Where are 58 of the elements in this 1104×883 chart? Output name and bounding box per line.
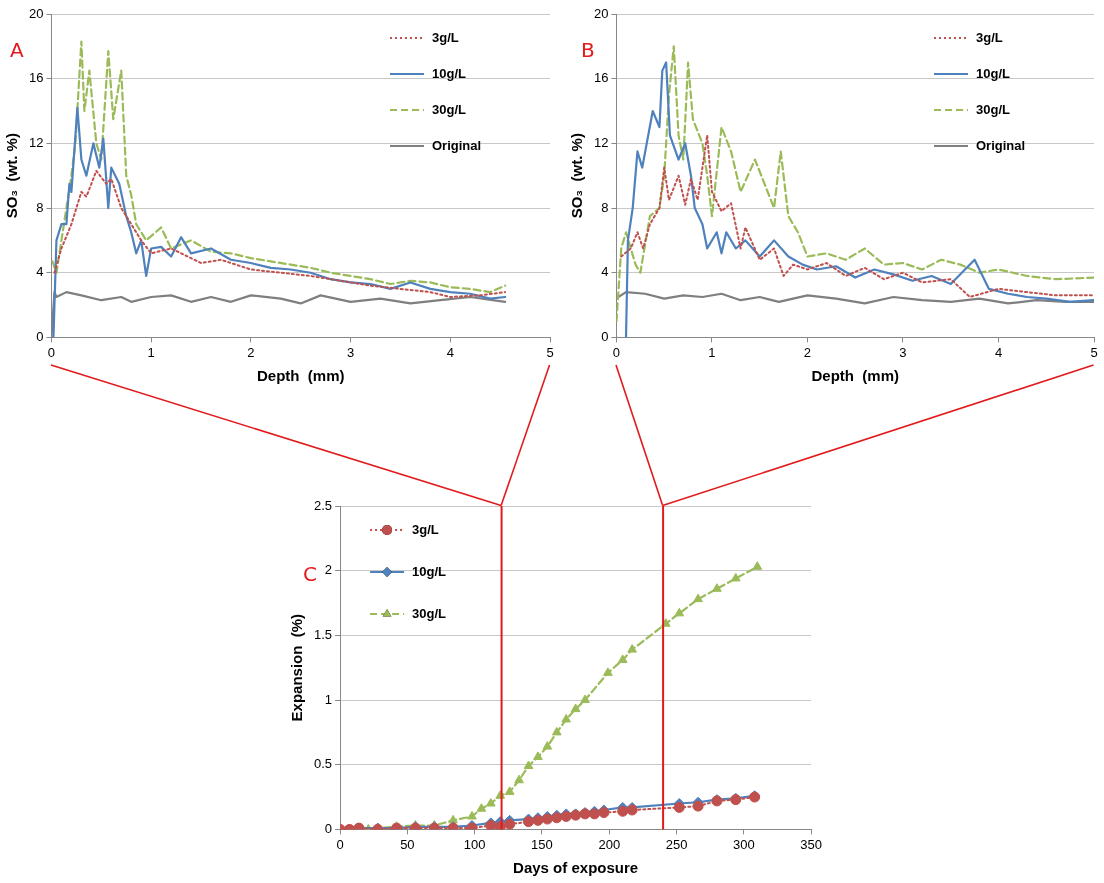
y-tick-label: 2 bbox=[324, 562, 333, 578]
x-tick-label: 4 bbox=[446, 344, 454, 360]
y-tick-label: 1.5 bbox=[313, 626, 333, 642]
x-tick-label: 4 bbox=[994, 344, 1003, 360]
x-tick-label: 200 bbox=[598, 836, 621, 852]
y-tick-label: 12 bbox=[28, 134, 44, 150]
legend-label: 3g/L bbox=[432, 29, 459, 45]
x-tick-label: 0 bbox=[47, 344, 56, 360]
y-axis-title: Expansion (%) bbox=[288, 613, 306, 722]
x-tick-label: 150 bbox=[531, 836, 553, 852]
text: C bbox=[303, 562, 317, 586]
x-tick-label: 2 bbox=[803, 344, 812, 360]
y-tick-label: 0.5 bbox=[313, 756, 333, 772]
legend-label: 10g/L bbox=[976, 65, 1011, 81]
y-tick-label: 0 bbox=[324, 820, 333, 836]
x-axis-title: Depth (mm) bbox=[811, 367, 899, 385]
x-tick-label: 250 bbox=[665, 836, 688, 852]
y-axis-title: SO₃ (wt. %) bbox=[3, 133, 21, 219]
y-tick-label: 0 bbox=[36, 328, 44, 344]
x-axis-title: Days of exposure bbox=[513, 859, 639, 877]
legend-label: 10g/L bbox=[432, 65, 467, 81]
legend-label: Original bbox=[432, 137, 482, 153]
y-tick-label: 0 bbox=[601, 328, 609, 344]
x-tick-label: 1 bbox=[147, 344, 155, 360]
text: A bbox=[10, 38, 24, 62]
x-tick-label: 2 bbox=[247, 344, 255, 360]
y-tick-label: 2.5 bbox=[313, 497, 333, 513]
legend-label: 3g/L bbox=[976, 29, 1003, 45]
y-tick-label: 16 bbox=[593, 70, 609, 86]
y-tick-label: 4 bbox=[36, 264, 44, 280]
x-tick-label: 5 bbox=[1090, 344, 1098, 360]
x-tick-label: 0 bbox=[612, 344, 621, 360]
legend-label: 3g/L bbox=[412, 521, 439, 537]
x-tick-label: 50 bbox=[400, 836, 415, 852]
x-tick-label: 300 bbox=[733, 836, 755, 852]
y-tick-label: 12 bbox=[593, 134, 609, 150]
x-tick-label: 100 bbox=[463, 836, 486, 852]
x-tick-label: 3 bbox=[899, 344, 907, 360]
y-tick-label: 20 bbox=[593, 5, 609, 21]
x-tick-label: 5 bbox=[546, 344, 554, 360]
y-tick-label: 8 bbox=[601, 199, 609, 215]
y-tick-label: 20 bbox=[28, 5, 44, 21]
x-tick-label: 0 bbox=[336, 836, 344, 852]
y-tick-label: 4 bbox=[601, 264, 609, 280]
y-tick-label: 8 bbox=[36, 199, 44, 215]
legend-label: 30g/L bbox=[432, 101, 467, 117]
legend-label: 10g/L bbox=[412, 563, 447, 579]
x-tick-label: 350 bbox=[800, 836, 823, 852]
x-tick-label: 3 bbox=[346, 344, 355, 360]
x-tick-label: 1 bbox=[708, 344, 716, 360]
y-axis-title: SO₃ (wt. %) bbox=[568, 133, 586, 219]
legend-label: 30g/L bbox=[976, 101, 1011, 117]
y-tick-label: 16 bbox=[28, 70, 44, 86]
text: B bbox=[581, 38, 595, 62]
x-axis-title: Depth (mm) bbox=[256, 367, 345, 385]
y-tick-label: 1 bbox=[324, 691, 333, 707]
legend-label: Original bbox=[976, 137, 1026, 153]
legend-label: 30g/L bbox=[412, 605, 447, 621]
